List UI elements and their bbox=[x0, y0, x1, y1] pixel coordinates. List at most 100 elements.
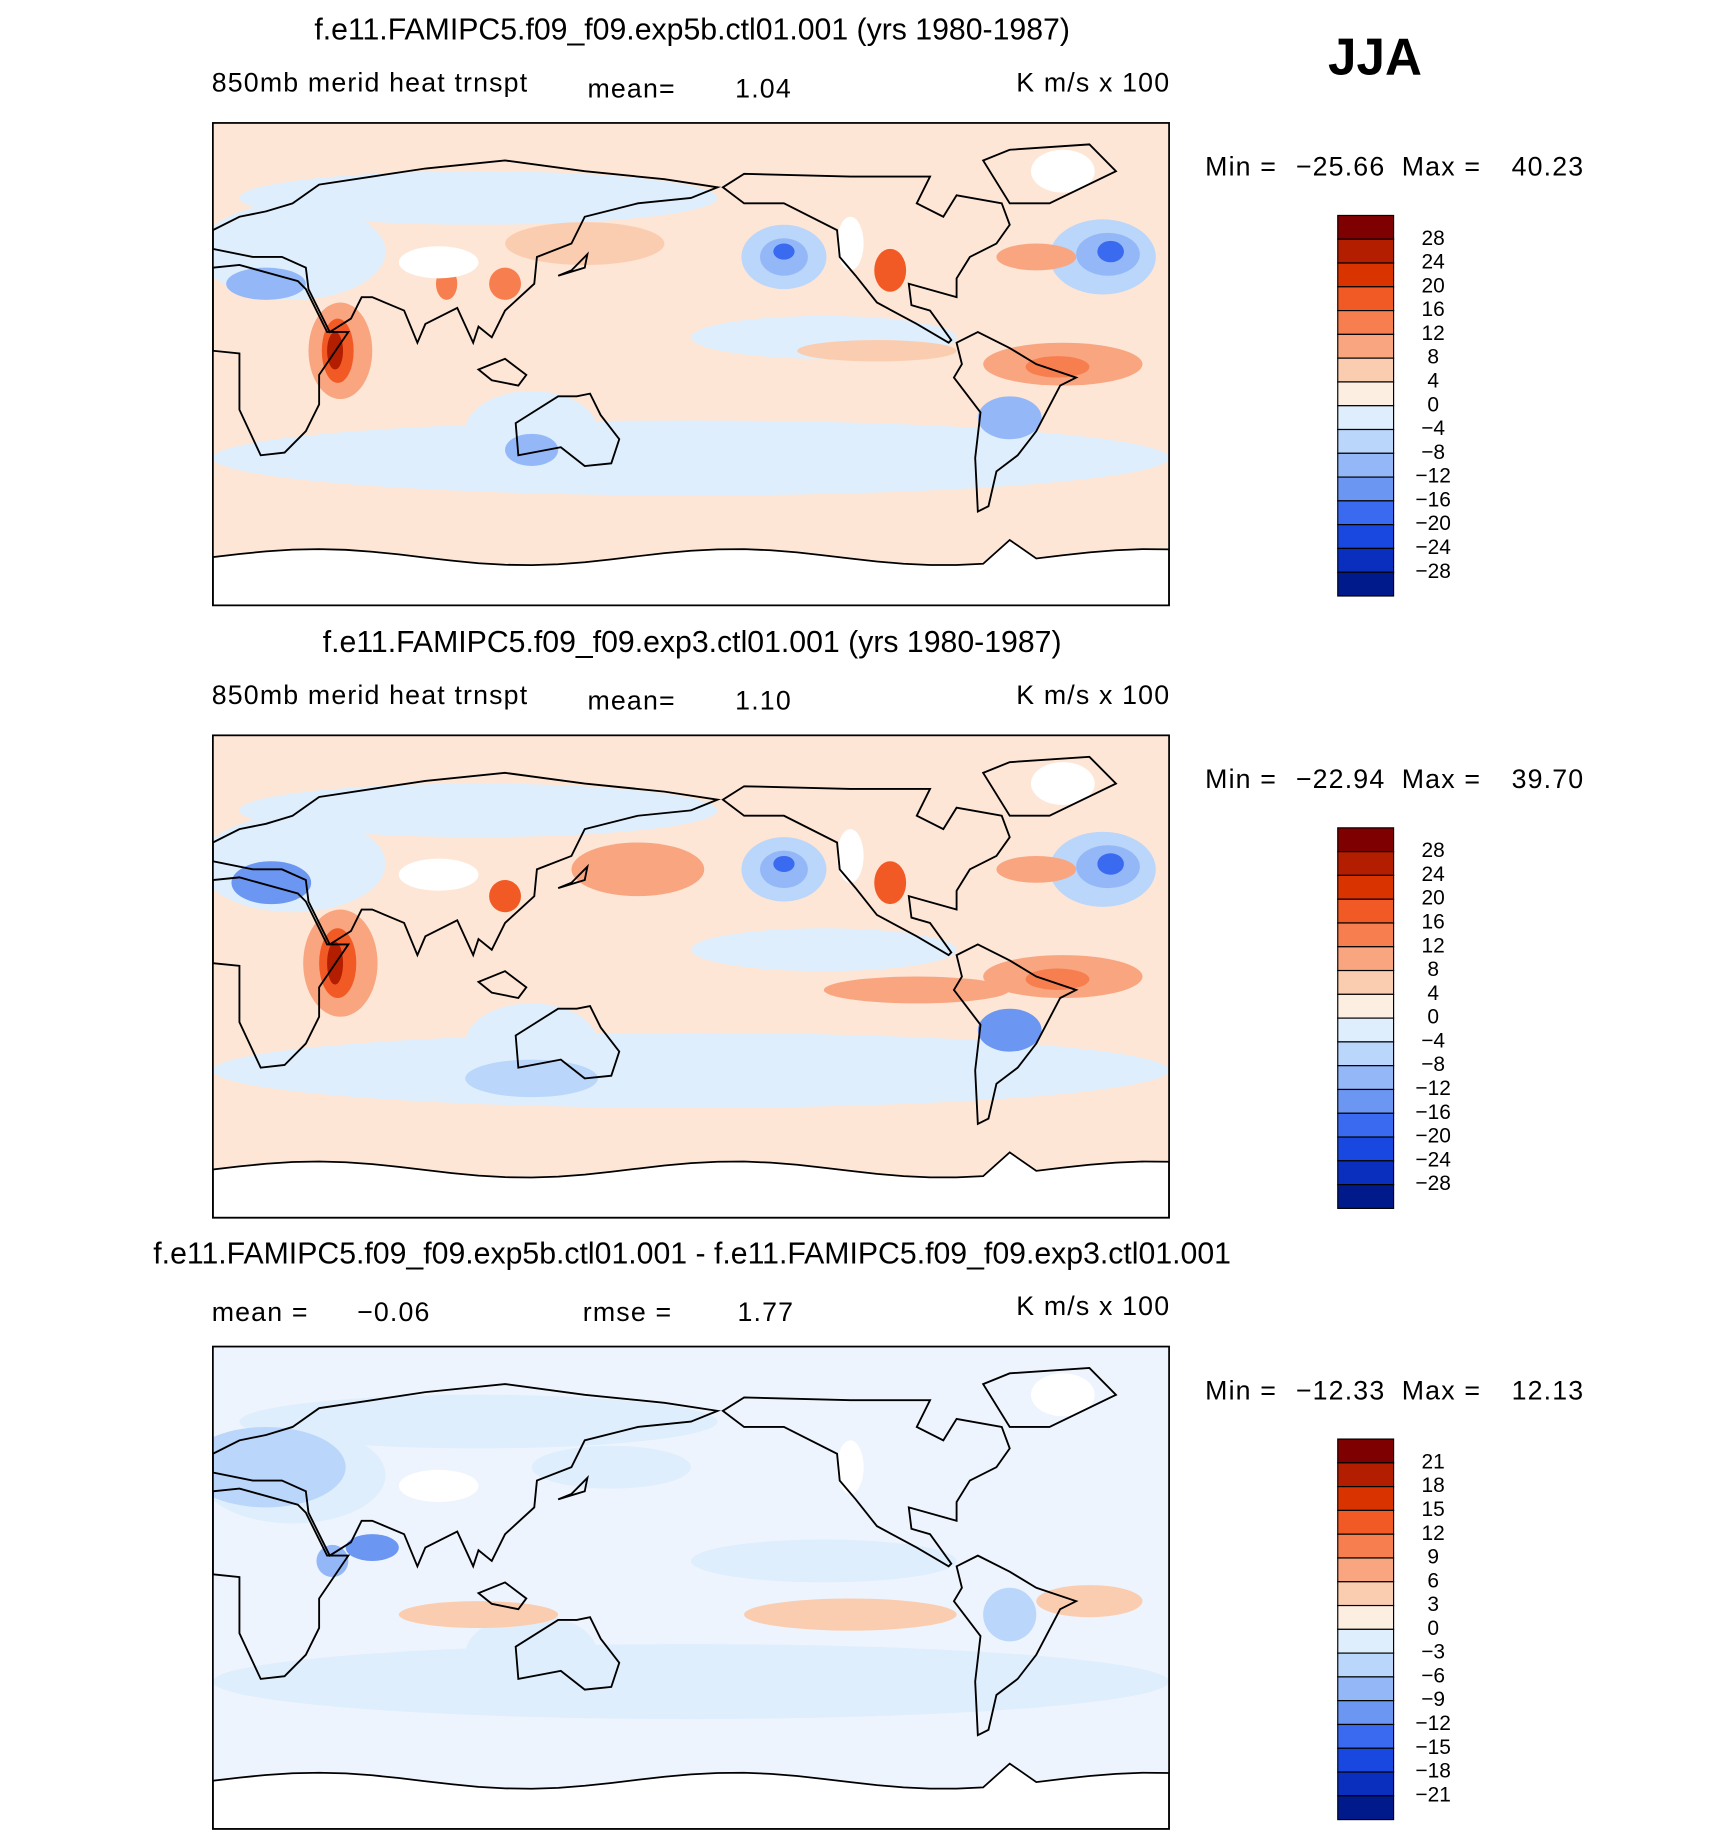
colorbar-swatch bbox=[1337, 1136, 1395, 1162]
coastline bbox=[476, 970, 528, 1000]
antarctica bbox=[212, 1762, 1170, 1829]
colorbar-label: 9 bbox=[1427, 1545, 1439, 1568]
mean-value: 1.04 bbox=[735, 73, 792, 103]
coastline bbox=[476, 1581, 528, 1611]
colorbar-swatch bbox=[1337, 357, 1395, 383]
colorbar-swatch bbox=[1337, 214, 1395, 240]
colorbar-swatch bbox=[1337, 898, 1395, 924]
field-contour bbox=[1030, 149, 1095, 193]
coastline bbox=[721, 785, 1011, 957]
colorbar-label: −24 bbox=[1415, 536, 1451, 559]
colorbar-swatch bbox=[1337, 1628, 1395, 1654]
coastline bbox=[212, 159, 722, 346]
field-contour bbox=[983, 1587, 1037, 1642]
colorbar-label: 0 bbox=[1427, 1617, 1439, 1640]
colorbar-swatch bbox=[1337, 1533, 1395, 1559]
colorbar-swatch bbox=[1337, 969, 1395, 995]
colorbar-label: −8 bbox=[1421, 1053, 1445, 1076]
max-label: Max = bbox=[1402, 152, 1481, 182]
field-contour bbox=[823, 976, 1010, 1004]
colorbar-swatch bbox=[1337, 851, 1395, 876]
colorbar-swatch bbox=[1337, 547, 1395, 573]
field-contour bbox=[489, 267, 521, 300]
colorbar-swatch bbox=[1337, 922, 1395, 948]
colorbar-label: −28 bbox=[1415, 1172, 1451, 1195]
colorbar-swatch bbox=[1337, 381, 1395, 407]
variable-label: 850mb merid heat trnspt bbox=[212, 67, 529, 97]
colorbar-swatch bbox=[1337, 1041, 1395, 1067]
field-contour bbox=[571, 842, 705, 897]
colorbar-label: −24 bbox=[1415, 1148, 1451, 1171]
coastline bbox=[212, 1383, 722, 1569]
colorbar-label: 8 bbox=[1427, 346, 1439, 369]
coastline bbox=[514, 1616, 621, 1691]
field-contour bbox=[231, 861, 312, 905]
min-label: Min = bbox=[1205, 764, 1277, 794]
mean-value: 1.10 bbox=[735, 686, 792, 716]
colorbar-label: −4 bbox=[1421, 417, 1445, 440]
field-contour bbox=[874, 861, 907, 905]
coastline bbox=[981, 1367, 1118, 1428]
field-contour bbox=[398, 246, 479, 279]
coastline bbox=[952, 943, 1079, 1126]
colorbar-label: 21 bbox=[1422, 1450, 1445, 1473]
colorbar-label: −12 bbox=[1415, 1712, 1451, 1735]
colorbar-label: −12 bbox=[1415, 465, 1451, 488]
field-contour bbox=[1097, 853, 1124, 875]
colorbar-label: 12 bbox=[1422, 322, 1445, 345]
field-contour bbox=[239, 171, 718, 225]
coastline bbox=[952, 330, 1079, 514]
coastline bbox=[952, 1554, 1079, 1737]
colorbar-label: 6 bbox=[1427, 1569, 1439, 1592]
mean-label: mean= bbox=[587, 73, 675, 103]
colorbar-swatch bbox=[1337, 1652, 1395, 1678]
max-value: 12.13 bbox=[1512, 1375, 1585, 1405]
min-label: Min = bbox=[1205, 1375, 1277, 1405]
field-contour bbox=[398, 1469, 479, 1503]
field-contour bbox=[1025, 356, 1090, 378]
coastline bbox=[557, 863, 589, 889]
colorbar-swatch bbox=[1337, 1017, 1395, 1043]
map-frame bbox=[212, 122, 1170, 607]
colorbar-swatch bbox=[1337, 310, 1395, 335]
colorbar-swatch bbox=[1337, 1184, 1395, 1209]
coastline bbox=[721, 172, 1011, 344]
coastline bbox=[514, 392, 621, 467]
field-contour bbox=[996, 855, 1077, 883]
colorbar-label: 12 bbox=[1422, 1522, 1445, 1545]
colorbar-label: 16 bbox=[1422, 298, 1445, 321]
field-contour bbox=[212, 1032, 1170, 1108]
colorbar-label: −16 bbox=[1415, 488, 1451, 511]
colorbar-swatch bbox=[1337, 1723, 1395, 1749]
field-contour bbox=[837, 829, 864, 883]
colorbar-swatch bbox=[1337, 571, 1395, 597]
colorbar-swatch bbox=[1337, 1486, 1395, 1511]
colorbar-swatch bbox=[1337, 1795, 1395, 1821]
field-contour bbox=[1036, 1585, 1143, 1618]
map-frame bbox=[212, 734, 1170, 1219]
min-value: −12.33 bbox=[1296, 1375, 1386, 1405]
colorbar-label: −28 bbox=[1415, 560, 1451, 583]
field-contour bbox=[212, 1426, 346, 1508]
colorbar-swatch bbox=[1337, 1581, 1395, 1607]
panel-title: f.e11.FAMIPC5.f09_f09.exp5b.ctl01.001 - … bbox=[153, 1237, 1231, 1270]
colorbar-label: 3 bbox=[1427, 1593, 1439, 1616]
colorbar-label: 24 bbox=[1422, 863, 1446, 886]
coastline bbox=[212, 264, 351, 457]
field-contour bbox=[239, 1394, 718, 1449]
units-label: K m/s x 100 bbox=[1016, 67, 1170, 97]
colorbar-swatch bbox=[1337, 452, 1395, 478]
field-contour bbox=[1030, 762, 1095, 806]
colorbar-swatch bbox=[1337, 262, 1395, 288]
field-contour bbox=[465, 1059, 599, 1098]
field-contour bbox=[489, 880, 521, 913]
field-contour bbox=[212, 420, 1170, 496]
field-contour bbox=[398, 1601, 559, 1628]
colorbar-swatch bbox=[1337, 1438, 1395, 1464]
coastline bbox=[212, 876, 351, 1069]
panel-title: f.e11.FAMIPC5.f09_f09.exp5b.ctl01.001 (y… bbox=[314, 14, 1070, 47]
colorbar-swatch bbox=[1337, 993, 1395, 1019]
min-label: Min = bbox=[1205, 152, 1277, 182]
panel-title: f.e11.FAMIPC5.f09_f09.exp3.ctl01.001 (yr… bbox=[323, 626, 1062, 659]
